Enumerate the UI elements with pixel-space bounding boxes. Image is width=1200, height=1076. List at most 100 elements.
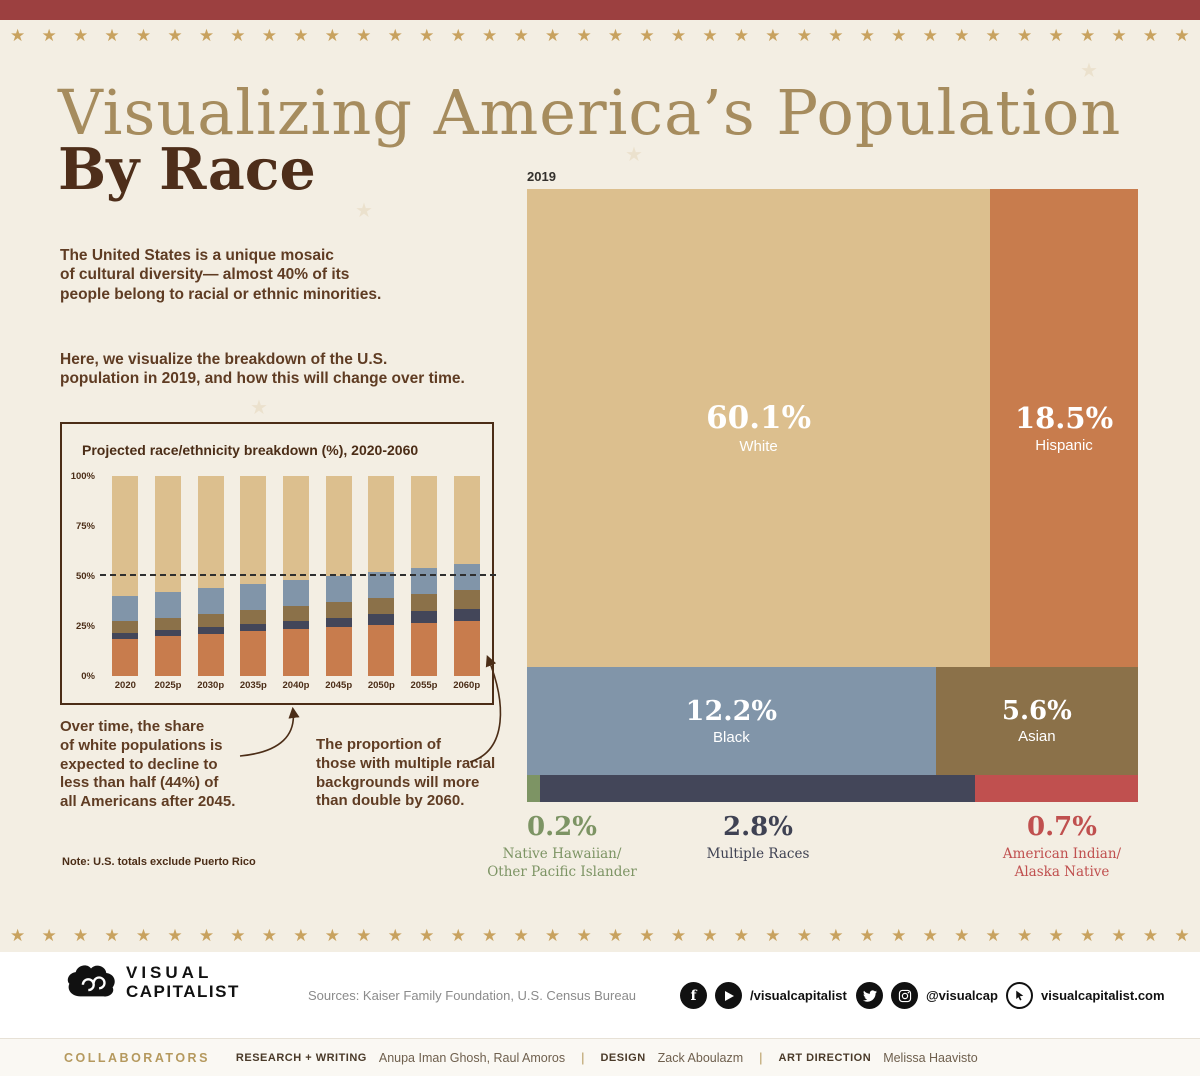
treemap-name-asian: Asian	[1018, 728, 1056, 746]
x-tick-label: 2040p	[282, 680, 310, 691]
design-name: Zack Aboulazm	[657, 1050, 744, 1065]
twitter-instagram-handle[interactable]: @visualcap	[926, 988, 998, 1003]
pct-american-indian: 0.7%	[1027, 812, 1097, 842]
star-icon: ★	[41, 25, 57, 45]
bar-segment-white	[197, 476, 224, 589]
x-tick-label: 2050p	[367, 680, 395, 691]
twitter-icon[interactable]	[856, 982, 883, 1009]
treemap-year-label: 2019	[527, 169, 556, 184]
star-icon: ★	[198, 25, 215, 45]
cursor-icon[interactable]	[1006, 982, 1033, 1009]
star-icon: ★	[482, 925, 498, 945]
star-icon: ★	[135, 25, 152, 45]
x-tick-label: 2060p	[453, 680, 481, 691]
star-icon: ★	[670, 925, 687, 945]
footnote: Note: U.S. totals exclude Puerto Rico	[62, 856, 256, 868]
bar-segment-white	[283, 476, 309, 580]
facebook-youtube-handle[interactable]: /visualcapitalist	[750, 988, 847, 1003]
treemap-block-american-indian	[974, 775, 1138, 802]
star-icon: ★	[733, 925, 750, 945]
intro-paragraph-2: Here, we visualize the breakdown of the …	[60, 351, 465, 388]
bar-segment-asian	[283, 605, 309, 621]
background-star-icon: ★	[250, 397, 268, 419]
bar-segment-hispanic	[240, 631, 267, 676]
star-icon: ★	[796, 25, 812, 45]
star-icon: ★	[1048, 25, 1064, 45]
star-icon: ★	[544, 25, 561, 45]
bar-segment-asian	[453, 590, 480, 609]
bar-segment-asian	[112, 621, 139, 633]
star-icon: ★	[356, 25, 372, 45]
star-icon: ★	[198, 925, 215, 945]
star-icon: ★	[1017, 925, 1033, 945]
bar-segment-hispanic	[453, 621, 480, 676]
name-multiple-races: Multiple Races	[706, 846, 810, 862]
star-icon: ★	[419, 925, 435, 945]
collaborators-label: COLLABORATORS	[64, 1050, 210, 1065]
treemap-block-black: 12.2% Black	[527, 666, 936, 776]
research-writing-names: Anupa Iman Ghosh, Raul Amoros	[378, 1050, 566, 1065]
star-icon: ★	[387, 925, 403, 945]
star-icon: ★	[954, 925, 970, 945]
bar-segment-multiple-races	[325, 617, 352, 627]
star-icon: ★	[482, 25, 498, 45]
logo-text-line1: VISUAL	[126, 963, 213, 982]
star-icon: ★	[796, 925, 812, 945]
star-icon: ★	[576, 25, 592, 45]
bar-segment-black	[155, 592, 181, 618]
social-group-facebook-youtube: f /visualcapitalist	[680, 982, 847, 1009]
star-icon: ★	[1111, 925, 1127, 945]
treemap-block-hispanic: 18.5% Hispanic	[990, 189, 1138, 667]
bar-segment-hispanic	[197, 633, 224, 676]
page-title: Visualizing America’s Population	[58, 76, 1122, 149]
star-icon: ★	[1174, 25, 1190, 45]
star-icon: ★	[10, 25, 26, 45]
background-star-icon: ★	[1080, 60, 1098, 82]
population-treemap: 60.1% White 18.5% Hispanic 12.2% Black 5…	[527, 189, 1138, 802]
visual-capitalist-logo: VISUAL CAPITALIST	[64, 962, 240, 1002]
bar-segment-hispanic	[368, 624, 395, 676]
bar-segment-white	[155, 476, 181, 593]
star-icon: ★	[167, 925, 183, 945]
label-native-hawaiian: 0.2% Native Hawaiian/ Other Pacific Isla…	[462, 812, 662, 881]
star-icon: ★	[733, 25, 750, 45]
annotation-white-decline: Over time, the share of white population…	[60, 718, 236, 810]
projection-chart-title: Projected race/ethnicity breakdown (%), …	[82, 442, 419, 458]
star-icon: ★	[1079, 925, 1096, 945]
instagram-icon[interactable]	[891, 982, 918, 1009]
star-icon: ★	[104, 25, 120, 45]
star-icon: ★	[72, 925, 89, 945]
bar-segment-hispanic	[112, 638, 139, 676]
bar-segment-white	[240, 476, 267, 584]
stars-border-top: ★ ★ ★ ★ ★ ★ ★ ★ ★ ★ ★ ★ ★ ★ ★ ★ ★ ★ ★ ★ ★ ★ ★ ★ ★ ★ ★ ★ ★ ★ ★ ★ ★ ★ ★ ★ ★ ★	[0, 22, 1200, 48]
facebook-icon[interactable]: f	[680, 982, 707, 1009]
star-icon: ★	[765, 925, 781, 945]
social-group-twitter-instagram: @visualcap	[856, 982, 998, 1009]
treemap-pct-black: 12.2%	[685, 695, 778, 727]
star-icon: ★	[922, 25, 938, 45]
bar-segment-white	[411, 476, 437, 568]
x-tick-label: 2020	[114, 680, 136, 691]
bar-segment-multiple-races	[411, 611, 437, 623]
star-icon: ★	[607, 25, 624, 45]
star-icon: ★	[670, 25, 687, 45]
star-icon: ★	[1142, 25, 1159, 45]
separator: |	[581, 1050, 585, 1065]
star-icon: ★	[387, 25, 403, 45]
star-icon: ★	[513, 925, 529, 945]
star-icon: ★	[1079, 25, 1096, 45]
star-icon: ★	[450, 25, 466, 45]
star-icon: ★	[1111, 25, 1127, 45]
treemap-pct-asian: 5.6%	[1001, 696, 1072, 727]
youtube-icon[interactable]	[715, 982, 742, 1009]
bar-segment-black	[240, 584, 267, 610]
background-star-icon: ★	[625, 144, 643, 166]
website-link[interactable]: visualcapitalist.com	[1041, 988, 1165, 1003]
bar-segment-black	[368, 571, 395, 598]
pct-native-hawaiian: 0.2%	[527, 812, 597, 842]
logo-text-line2: CAPITALIST	[126, 982, 240, 1001]
star-icon: ★	[607, 925, 624, 945]
footer: VISUAL CAPITALIST Sources: Kaiser Family…	[0, 952, 1200, 1038]
bar-segment-asian	[368, 597, 395, 615]
name-american-indian: American Indian/ Alaska Native	[1002, 846, 1122, 880]
